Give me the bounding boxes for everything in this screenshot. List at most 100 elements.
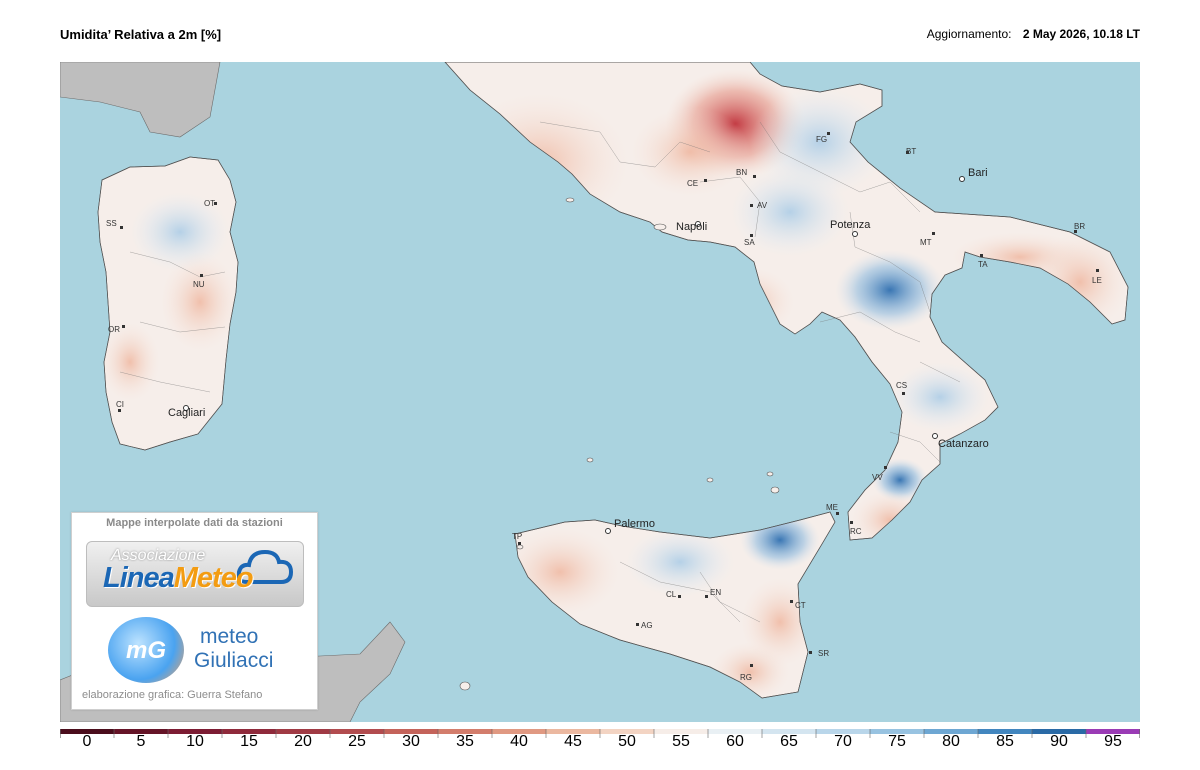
city-label: Potenza <box>830 219 871 231</box>
colorbar-label: 5 <box>136 733 146 750</box>
city-marker[interactable]: Cagliari <box>168 405 205 420</box>
colorbar-segment <box>492 729 546 734</box>
province-label: BR <box>1074 222 1085 231</box>
colorbar-label: 35 <box>456 733 474 750</box>
province-label: BN <box>736 168 747 177</box>
lineameteo-logo[interactable]: Associazione LineaMeteo <box>86 541 304 607</box>
province-label: CT <box>795 601 806 610</box>
colorbar-label: 55 <box>672 733 690 750</box>
province-label: TA <box>978 260 988 269</box>
colorbar-segment <box>1032 729 1086 734</box>
colorbar-ticks <box>60 729 1140 738</box>
province-label: RG <box>740 673 752 682</box>
city-markers: Napoli Potenza Bari Catanzaro Palermo Ca… <box>168 167 989 534</box>
province-label: EN <box>710 588 721 597</box>
colorbar-segment <box>600 729 654 734</box>
colorbar-label: 20 <box>294 733 312 750</box>
colorbar-segment <box>924 729 978 734</box>
small-islands <box>459 197 780 691</box>
province-label: OT <box>204 199 215 208</box>
association-text: Associazione <box>111 547 206 564</box>
graphics-credit: elaborazione grafica: Guerra Stefano <box>82 689 263 701</box>
corsica-land <box>60 62 221 138</box>
colorbar-labels: 0 5 10 15 20 25 30 35 40 45 50 55 60 65 70 75 80 85 90 95 <box>60 733 1140 753</box>
meteogiuliacci-line2: Giuliacci <box>194 649 274 672</box>
province-label: NU <box>193 280 205 289</box>
province-label: MT <box>920 238 932 247</box>
province-label: CL <box>666 590 677 599</box>
city-marker[interactable]: Napoli <box>676 221 707 233</box>
province-label: VV <box>872 473 883 482</box>
colorbar-label: 0 <box>82 733 92 750</box>
city-label: Bari <box>968 167 988 179</box>
city-label: Catanzaro <box>938 438 989 450</box>
province-label: TP <box>512 532 522 541</box>
colorbar-label: 25 <box>348 733 366 750</box>
province-label: AG <box>641 621 653 630</box>
colorbar-segment <box>870 729 924 734</box>
province-label: SR <box>818 649 829 658</box>
province-label: AV <box>757 201 768 210</box>
colorbar-segment <box>330 729 384 734</box>
city-marker[interactable]: Catanzaro <box>932 433 989 451</box>
province-label: SS <box>106 219 117 228</box>
colorbar-label: 75 <box>888 733 906 750</box>
province-label: CS <box>896 381 907 390</box>
colorbar-segment <box>60 729 114 734</box>
colorbar-label: 15 <box>240 733 258 750</box>
humidity-map[interactable]: Napoli Potenza Bari Catanzaro Palermo Ca… <box>60 62 1140 722</box>
meteogiuliacci-line1: meteo <box>200 625 259 648</box>
province-label: OR <box>108 325 120 334</box>
city-marker[interactable]: Potenza <box>830 219 871 237</box>
province-label: BT <box>906 147 916 156</box>
colorbar-segment <box>762 729 816 734</box>
colorbar-label: 40 <box>510 733 528 750</box>
mg-mark: mG <box>125 637 166 664</box>
city-label: Palermo <box>614 518 655 530</box>
admin-boundaries <box>119 121 961 623</box>
colorbar-label: 45 <box>564 733 582 750</box>
colorbar-segment <box>654 729 708 734</box>
colorbar-segment <box>438 729 492 734</box>
province-label: FG <box>816 135 827 144</box>
update-value: 2 May 2026, 10.18 LT <box>1022 27 1140 41</box>
colorbar-label: 80 <box>942 733 960 750</box>
sardinia-humidity-field <box>100 192 238 402</box>
colorbar-label: 85 <box>996 733 1014 750</box>
colorbar-label: 10 <box>186 733 204 750</box>
city-marker[interactable]: Bari <box>959 167 988 182</box>
province-label: RC <box>850 527 862 536</box>
map-canvas: Napoli Potenza Bari Catanzaro Palermo Ca… <box>60 62 1140 722</box>
cloud-icon <box>237 549 293 584</box>
city-label: Cagliari <box>168 407 205 419</box>
logo-panel: Mappe interpolate dati da stazioni Assoc… <box>71 512 318 710</box>
colorbar-label: 65 <box>780 733 798 750</box>
province-label: LE <box>1092 276 1102 285</box>
colorbar-label: 50 <box>618 733 636 750</box>
update-label: Aggiornamento: <box>926 27 1012 41</box>
colorbar-label: 95 <box>1104 733 1122 750</box>
lineameteo-wordmark: LineaMeteo <box>103 562 254 595</box>
colorbar-label: 90 <box>1050 733 1068 750</box>
main-humidity-field <box>450 69 1128 540</box>
colorbar <box>60 729 1140 734</box>
colorbar-segment <box>546 729 600 734</box>
city-marker[interactable]: Palermo <box>605 518 655 534</box>
meteogiuliacci-icon[interactable]: mG <box>108 617 184 683</box>
province-labels: FG BT BR LE TA MT CE BN AV SA CS VV RC M… <box>106 132 1102 682</box>
colorbar-segment <box>114 729 168 734</box>
colorbar-label: 30 <box>402 733 420 750</box>
colorbar-segment <box>1086 729 1140 734</box>
colorbar-segment <box>276 729 330 734</box>
colorbar-segment <box>978 729 1032 734</box>
colorbar-segment <box>708 729 762 734</box>
colorbar-segment <box>168 729 222 734</box>
colorbar-segment <box>222 729 276 734</box>
colorbar-segment <box>384 729 438 734</box>
province-label: CI <box>116 400 124 409</box>
meteo-word: Meteo <box>173 562 254 594</box>
linea-word: Linea <box>103 562 175 594</box>
map-title: Umidita’ Relativa a 2m [%] <box>60 27 222 42</box>
colorbar-label: 60 <box>726 733 744 750</box>
colorbar-label: 70 <box>834 733 852 750</box>
